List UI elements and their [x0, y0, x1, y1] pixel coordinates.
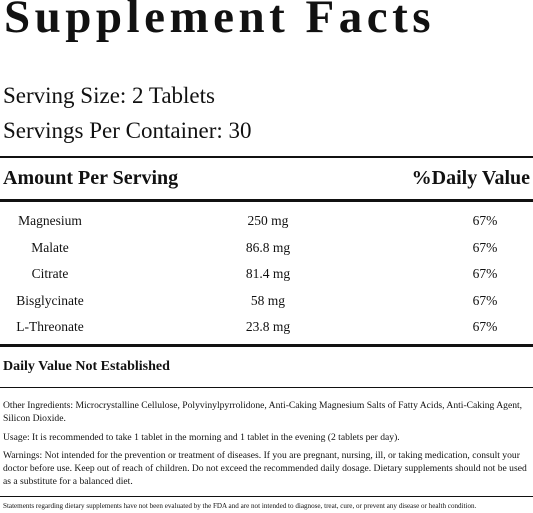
nutrient-name: Bisglycinate [16, 292, 84, 308]
nutrient-name: Malate [31, 239, 69, 255]
warnings: Warnings: Not intended for the preventio… [3, 450, 527, 487]
nutrient-amount: 86.8 mg [245, 239, 291, 255]
fda-statement: Statements regarding dietary supplements… [3, 502, 477, 510]
usage: Usage: It is recommended to take 1 table… [3, 432, 400, 443]
nutrient-amount: 250 mg [247, 213, 289, 228]
not-established: Daily Value Not Established [3, 359, 170, 374]
amount-header: Amount Per Serving [3, 167, 179, 189]
servings-per-container: Servings Per Container: 30 [3, 118, 252, 143]
divider [0, 496, 533, 497]
nutrient-daily-value: 67% [472, 266, 498, 281]
nutrient-daily-value: 67% [472, 239, 498, 255]
title: Supplement Facts [4, 0, 436, 43]
nutrient-daily-value: 67% [472, 292, 498, 308]
divider [0, 156, 533, 158]
divider [0, 344, 533, 347]
serving-size: Serving Size: 2 Tablets [3, 83, 215, 108]
nutrient-name: L-Threonate [16, 319, 84, 334]
nutrient-name: Citrate [31, 266, 69, 281]
divider [0, 199, 533, 202]
nutrient-amount: 23.8 mg [245, 319, 291, 334]
divider [0, 387, 533, 388]
nutrient-amount: 81.4 mg [245, 266, 291, 281]
nutrient-daily-value: 67% [472, 213, 498, 228]
other-ingredients: Other Ingredients: Microcrystalline Cell… [3, 400, 523, 424]
nutrient-daily-value: 67% [472, 319, 498, 334]
daily-value-header: %Daily Value [411, 167, 530, 189]
nutrient-amount: 58 mg [250, 292, 286, 308]
nutrient-name: Magnesium [18, 213, 82, 228]
